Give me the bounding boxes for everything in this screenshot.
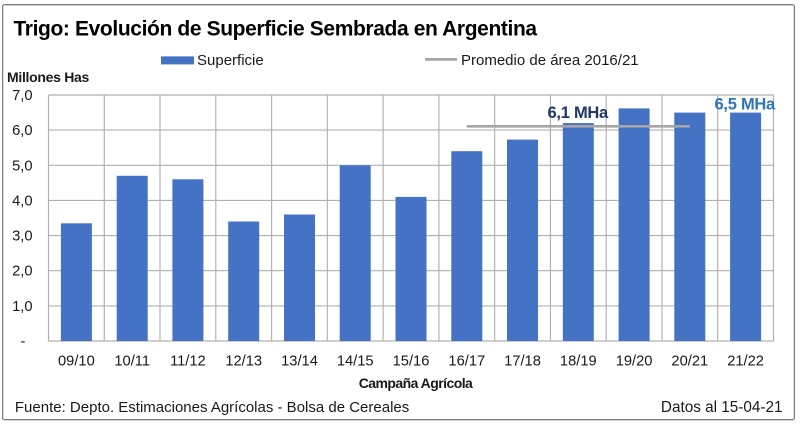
svg-text:Millones Has: Millones Has (7, 69, 89, 85)
svg-text:6,1 MHa: 6,1 MHa (548, 104, 610, 122)
svg-text:6,5 MHa: 6,5 MHa (715, 96, 777, 114)
svg-text:19/20: 19/20 (616, 354, 653, 370)
svg-text:11/12: 11/12 (170, 354, 206, 370)
svg-text:Fuente: Depto. Estimaciones Ag: Fuente: Depto. Estimaciones Agrícolas - … (15, 399, 409, 416)
svg-text:12/13: 12/13 (225, 354, 262, 370)
svg-text:Promedio de área 2016/21: Promedio de área 2016/21 (461, 52, 639, 69)
svg-text:09/10: 09/10 (58, 354, 95, 370)
svg-text:Datos al 15-04-21: Datos al 15-04-21 (661, 399, 783, 416)
svg-text:Trigo: Evolución de Superficie: Trigo: Evolución de Superficie Sembrada … (14, 18, 538, 41)
svg-text:16/17: 16/17 (448, 354, 485, 370)
svg-text:Superficie: Superficie (197, 52, 264, 69)
svg-text:2,0: 2,0 (12, 264, 32, 280)
svg-text:13/14: 13/14 (281, 354, 318, 370)
svg-text:1,0: 1,0 (12, 299, 32, 315)
svg-text:21/22: 21/22 (727, 354, 764, 370)
svg-text:18/19: 18/19 (560, 354, 597, 370)
svg-text:15/16: 15/16 (393, 354, 430, 370)
svg-text:5,0: 5,0 (12, 158, 32, 174)
svg-text:3,0: 3,0 (12, 229, 32, 245)
svg-text:7,0: 7,0 (12, 88, 32, 104)
svg-text:Campaña Agrícola: Campaña Agrícola (359, 375, 473, 391)
svg-text:17/18: 17/18 (504, 354, 541, 370)
svg-text:4,0: 4,0 (12, 193, 32, 209)
svg-text:6,0: 6,0 (12, 123, 32, 139)
svg-text:-: - (20, 334, 25, 350)
svg-text:10/11: 10/11 (114, 354, 150, 370)
svg-text:14/15: 14/15 (337, 354, 374, 370)
svg-text:20/21: 20/21 (671, 354, 708, 370)
